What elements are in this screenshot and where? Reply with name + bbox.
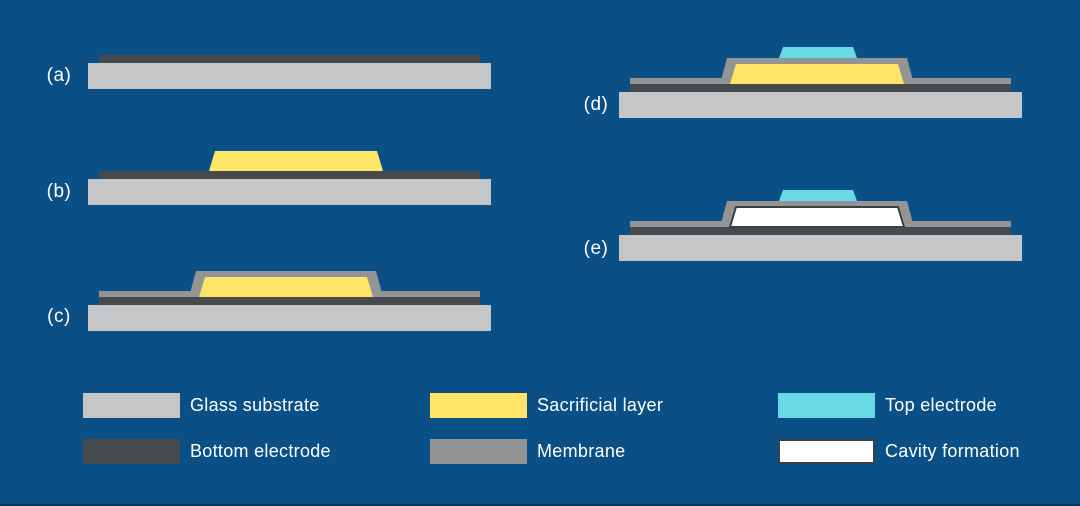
glass-substrate-shape (88, 63, 491, 89)
sacrificial-layer-swatch (430, 393, 527, 418)
glass-substrate-shape (88, 179, 491, 205)
top-electrode-shape (779, 47, 857, 58)
membrane-swatch (430, 439, 527, 464)
legend-item-label: Glass substrate (190, 395, 320, 415)
bottom-electrode-shape (630, 84, 1011, 92)
step-e-label: (e) (583, 238, 609, 259)
glass-substrate-shape (88, 305, 491, 331)
legend-item-label: Sacrificial layer (537, 395, 664, 415)
step-a-diagram (88, 55, 491, 89)
bottom-electrode-shape (99, 297, 480, 305)
legend-item-label: Cavity formation (885, 441, 1020, 461)
top-electrode-shape (779, 190, 857, 201)
legend-item-label: Top electrode (885, 395, 997, 415)
bottom-electrode-swatch (83, 439, 180, 464)
step-a-label: (a) (46, 65, 72, 86)
legend-item-membrane: Membrane (430, 439, 625, 464)
top-electrode-swatch (778, 393, 875, 418)
sacrificial-layer-shape (199, 277, 373, 297)
legend-item-label: Bottom electrode (190, 441, 331, 461)
legend-item-glass-substrate: Glass substrate (83, 393, 320, 418)
cavity-formation-swatch (778, 439, 875, 464)
legend-item-bottom-electrode: Bottom electrode (83, 439, 331, 464)
cavity-shape (728, 206, 906, 228)
glass-substrate-shape (619, 235, 1022, 261)
bottom-electrode-shape (630, 227, 1011, 235)
step-c-diagram (88, 271, 491, 331)
step-b-diagram (88, 151, 491, 205)
step-e-diagram (619, 190, 1022, 261)
step-d-diagram (619, 47, 1022, 118)
sacrificial-layer-shape (730, 64, 904, 84)
bottom-electrode-shape (99, 171, 480, 179)
legend-item-cavity-formation: Cavity formation (778, 439, 1020, 464)
glass-substrate-shape (619, 92, 1022, 118)
step-b-label: (b) (46, 181, 72, 202)
legend-item-label: Membrane (537, 441, 626, 461)
bottom-electrode-shape (99, 55, 480, 63)
legend-item-top-electrode: Top electrode (778, 393, 997, 418)
step-c-label: (c) (47, 306, 71, 327)
step-d-label: (d) (583, 94, 609, 115)
legend-item-sacrificial-layer: Sacrificial layer (430, 393, 663, 418)
sacrificial-layer-shape (209, 151, 383, 171)
glass-substrate-swatch (83, 393, 180, 418)
